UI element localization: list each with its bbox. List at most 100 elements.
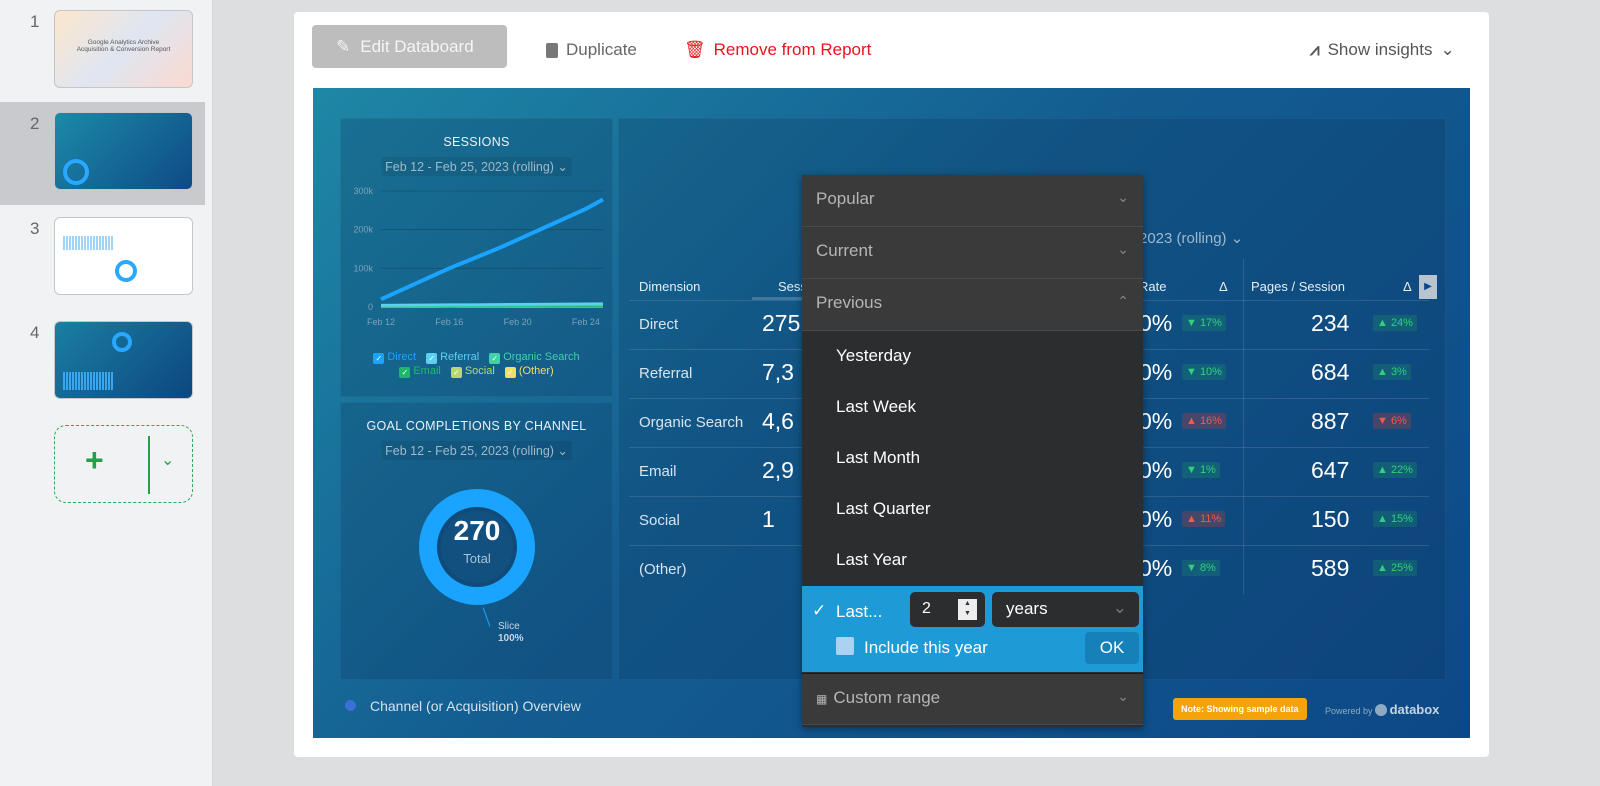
rate-delta-badge: ▼ 10% bbox=[1182, 364, 1226, 380]
series-line-direct bbox=[380, 197, 604, 302]
column-header[interactable]: Rate bbox=[1139, 279, 1167, 294]
rate-delta-badge: ▲ 16% bbox=[1182, 413, 1226, 429]
remove-from-report-button[interactable]: 🗑 Remove from Report bbox=[684, 40, 872, 59]
dimension-cell: Referral bbox=[639, 365, 693, 382]
section-custom-range[interactable]: ▦ Custom range ⌄ bbox=[802, 673, 1143, 725]
slide-3[interactable]: 3 bbox=[0, 207, 205, 310]
sessions-panel: SESSIONS Feb 12 - Feb 25, 2023 (rolling)… bbox=[340, 118, 613, 397]
show-insights-button[interactable]: ⩘ Show insights ⌄ bbox=[1310, 40, 1455, 59]
checkbox-icon: ✓ bbox=[450, 367, 462, 378]
chevron-down-icon: ⌄ bbox=[1112, 598, 1127, 617]
legend-item[interactable]: ✓ Direct bbox=[373, 351, 416, 364]
sessions-cell: 1 bbox=[762, 506, 775, 532]
last-n-option: ✓ Last... 2 ▲ ▼ years ⌄ Include this year … bbox=[802, 586, 1143, 673]
check-icon: ✓ bbox=[812, 601, 827, 620]
rate-cell: 0% bbox=[1139, 310, 1173, 336]
y-tick-label: 300k bbox=[353, 186, 373, 196]
chevron-down-icon: ⌄ bbox=[1440, 40, 1455, 59]
edit-databoard-button[interactable]: ✎ Edit Databoard bbox=[312, 25, 507, 68]
legend-item[interactable]: ✓ Organic Search bbox=[489, 351, 580, 364]
date-range-select[interactable]: Feb 12 - Feb 25, 2023 (rolling) ⌄ bbox=[381, 441, 572, 460]
rate-cell: 0% bbox=[1139, 506, 1173, 532]
slides-sidebar: 1 Google Analytics Archive Acquisition & … bbox=[0, 0, 213, 786]
sessions-cell: 275 bbox=[762, 310, 801, 336]
option-yesterday[interactable]: Yesterday bbox=[836, 346, 911, 365]
pages-delta-badge: ▲ 15% bbox=[1373, 511, 1417, 527]
slide-thumbnail[interactable] bbox=[54, 112, 193, 190]
rate-cell: 0% bbox=[1139, 408, 1173, 434]
databox-logo-icon bbox=[1375, 704, 1388, 716]
panel-title: SESSIONS bbox=[443, 135, 510, 149]
unit-select[interactable]: years ⌄ bbox=[992, 592, 1139, 627]
dimension-cell: Social bbox=[639, 512, 680, 529]
pages-cell: 684 bbox=[1311, 359, 1350, 385]
pages-cell: 234 bbox=[1311, 310, 1350, 336]
section-previous[interactable]: Previous ⌃ bbox=[802, 279, 1143, 331]
footer-title: Channel (or Acquisition) Overview bbox=[345, 698, 581, 714]
pages-delta-badge: ▲ 22% bbox=[1373, 462, 1417, 478]
chevron-down-icon: ⌄ bbox=[1117, 241, 1129, 257]
dimension-cell: (Other) bbox=[639, 561, 687, 578]
last-n-label[interactable]: Last... bbox=[836, 602, 883, 621]
column-header: Δ bbox=[1403, 279, 1412, 294]
column-header[interactable]: Sess bbox=[778, 279, 807, 294]
x-tick-label: Feb 24 bbox=[572, 317, 600, 327]
legend-item[interactable]: ✓ (Other) bbox=[504, 365, 554, 378]
rate-cell: 0% bbox=[1139, 359, 1173, 385]
divider bbox=[148, 436, 150, 494]
powered-by: Powered by databox bbox=[1325, 702, 1440, 717]
donut-chart: 270 Total bbox=[419, 489, 535, 605]
date-range-select[interactable]: Feb 12 - Feb 25, 2023 (rolling) ⌄ bbox=[381, 157, 572, 176]
legend-item[interactable]: ✓ Email bbox=[399, 365, 441, 378]
column-header[interactable]: Pages / Session bbox=[1251, 279, 1345, 294]
slide-thumbnail[interactable] bbox=[54, 321, 193, 399]
rate-cell: 0% bbox=[1139, 457, 1173, 483]
slide-4[interactable]: 4 bbox=[0, 311, 205, 414]
last-n-number-input[interactable]: 2 ▲ ▼ bbox=[910, 592, 985, 627]
date-range-select[interactable]: 2023 (rolling) ⌄ bbox=[1139, 230, 1244, 247]
section-popular[interactable]: Popular ⌄ bbox=[802, 175, 1143, 227]
rate-delta-badge: ▼ 1% bbox=[1182, 462, 1220, 478]
include-this-year-checkbox[interactable] bbox=[836, 637, 854, 655]
rate-cell: 0% bbox=[1139, 555, 1173, 581]
pages-delta-badge: ▲ 25% bbox=[1373, 560, 1417, 576]
date-range-dropdown: Popular ⌄ Current ⌄ Previous ⌃ Yesterday Las… bbox=[802, 175, 1143, 727]
dimension-cell: Direct bbox=[639, 316, 679, 333]
checkbox-icon: ✓ bbox=[399, 367, 411, 378]
pages-cell: 150 bbox=[1311, 506, 1350, 532]
legend-item[interactable]: ✓ Referral bbox=[426, 351, 479, 364]
add-slide-button[interactable]: + bbox=[85, 442, 104, 478]
section-current[interactable]: Current ⌄ bbox=[802, 227, 1143, 279]
stepper-icon[interactable]: ▲ ▼ bbox=[958, 599, 977, 620]
slide-1[interactable]: 1 Google Analytics Archive Acquisition & … bbox=[0, 0, 205, 103]
rate-delta-badge: ▼ 17% bbox=[1182, 315, 1226, 331]
option-last-month[interactable]: Last Month bbox=[836, 448, 921, 467]
table-row: Organic Search 4,6 0% ▲ 16% 887 ▼ 6% bbox=[629, 398, 1429, 447]
option-last-year[interactable]: Last Year bbox=[836, 550, 907, 569]
chevron-down-icon[interactable]: ⌄ bbox=[161, 452, 175, 469]
legend-item[interactable]: ✓ Social bbox=[450, 365, 495, 378]
option-last-quarter[interactable]: Last Quarter bbox=[836, 499, 931, 518]
scroll-right-button[interactable]: ▶ bbox=[1419, 275, 1437, 299]
y-tick-label: 100k bbox=[353, 263, 373, 273]
checkbox-icon: ✓ bbox=[489, 353, 501, 364]
checkbox-icon: ✓ bbox=[504, 367, 516, 378]
slide-2[interactable]: 2 bbox=[0, 102, 205, 205]
rate-delta-badge: ▲ 11% bbox=[1182, 511, 1226, 527]
chart-legend: ✓ Direct ✓ Referral ✓ Organic Search bbox=[341, 351, 612, 364]
rate-delta-badge: ▼ 8% bbox=[1182, 560, 1220, 576]
duplicate-button[interactable]: Duplicate bbox=[546, 40, 637, 60]
pencil-ruler-icon: ✎ bbox=[336, 36, 351, 56]
ok-button[interactable]: OK bbox=[1085, 632, 1139, 664]
slide-thumbnail[interactable]: Google Analytics Archive Acquisition & Co… bbox=[54, 10, 193, 88]
databox-logo-icon bbox=[345, 700, 356, 711]
slide-thumbnail[interactable] bbox=[54, 217, 193, 295]
chart-legend: ✓ Email ✓ Social ✓ (Other) bbox=[341, 365, 612, 378]
y-tick-label: 0 bbox=[368, 302, 373, 312]
option-last-week[interactable]: Last Week bbox=[836, 397, 917, 416]
sessions-cell: 4,6 bbox=[762, 408, 794, 434]
pages-cell: 589 bbox=[1311, 555, 1350, 581]
sample-data-badge: Note: Showing sample data bbox=[1173, 698, 1307, 720]
calendar-icon: ▦ bbox=[816, 692, 828, 706]
column-header[interactable]: Dimension bbox=[639, 279, 701, 294]
